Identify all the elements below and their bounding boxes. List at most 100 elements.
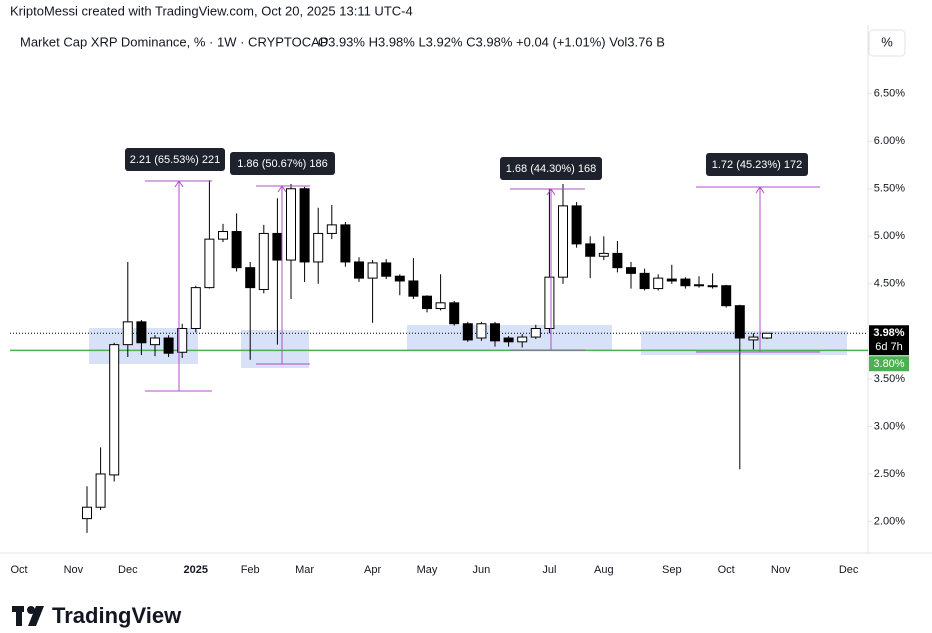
candle-body — [598, 252, 609, 257]
candle-body — [544, 276, 555, 330]
x-tick-label: 2025 — [184, 564, 208, 576]
logo-mark — [28, 606, 44, 626]
measure-label: 1.72 (45.23%) 172 — [712, 159, 803, 171]
candle-body — [530, 328, 541, 338]
candle-body — [503, 337, 514, 343]
x-tick-label: Jul — [542, 564, 556, 576]
candle-body — [734, 305, 745, 339]
candle-body — [245, 267, 256, 289]
x-tick-label: Oct — [10, 564, 27, 576]
candle-body — [150, 337, 160, 346]
x-tick-label: Nov — [64, 564, 84, 576]
x-tick-label: Mar — [295, 564, 314, 576]
candle-body — [612, 252, 623, 269]
x-tick-label: Oct — [718, 564, 735, 576]
candle-body — [408, 280, 419, 297]
candle-body — [626, 267, 636, 274]
logo-mark — [27, 606, 35, 614]
scale-button[interactable] — [868, 29, 906, 57]
x-tick-label: Feb — [241, 564, 260, 576]
y-tick-label: 6.00% — [874, 135, 905, 147]
y-tick-label: 3.00% — [874, 420, 905, 432]
candle-body — [476, 323, 487, 339]
candle-body — [258, 232, 269, 291]
candle-body — [163, 337, 174, 354]
x-tick-label: Aug — [594, 564, 614, 576]
x-tick-label: Apr — [364, 564, 381, 576]
candle-body — [435, 302, 446, 310]
y-tick-label: 5.50% — [874, 183, 905, 195]
candle-body — [82, 506, 92, 520]
candle-body — [394, 275, 405, 282]
candle-body — [218, 231, 228, 240]
candle-body — [299, 188, 310, 263]
y-tick-label: 5.00% — [874, 230, 905, 242]
measure-arrowhead — [174, 180, 184, 188]
candle-body — [571, 205, 582, 245]
zone — [407, 325, 612, 350]
countdown: 6d 7h — [875, 341, 903, 353]
candle-body — [748, 336, 759, 341]
logo-mark — [16, 606, 22, 626]
measure-box — [706, 153, 808, 176]
measure-arrowhead — [277, 185, 287, 193]
credit: KriptoMessi created with TradingView.com… — [10, 3, 413, 18]
x-tick-label: Sep — [662, 564, 682, 576]
candle-body — [177, 328, 188, 353]
logo-text: TradingView — [52, 603, 182, 628]
measure-label: 1.86 (50.67%) 186 — [237, 158, 328, 170]
candle-body — [558, 205, 568, 278]
candle-body — [190, 287, 201, 330]
candle-body — [694, 284, 704, 287]
candle-body — [272, 232, 283, 261]
candle-body — [326, 224, 337, 234]
candle-body — [585, 243, 596, 257]
candle-body — [109, 344, 120, 476]
measure-box — [125, 148, 225, 171]
measure-arrowhead — [755, 186, 765, 194]
ohlc-readout: O3.93% H3.98% L3.92% C3.98% +0.04 (+1.01… — [318, 34, 665, 49]
x-tick-label: Nov — [771, 564, 791, 576]
y-tick-label: 3.50% — [874, 373, 905, 385]
y-tick-label: 4.50% — [874, 278, 905, 290]
candle-body — [313, 232, 324, 263]
zone — [241, 330, 309, 368]
candle-body — [354, 261, 364, 279]
price-label: 3.98% — [873, 327, 904, 339]
measure-label: 2.21 (65.53%) 221 — [130, 154, 221, 166]
candle-body — [367, 262, 378, 279]
logo — [12, 606, 44, 626]
candle-body — [449, 302, 460, 325]
measure-box — [230, 152, 335, 175]
scale-button-label[interactable]: % — [881, 34, 893, 49]
candle-body — [136, 321, 147, 344]
measure-box — [500, 157, 602, 180]
y-tick-label: 6.50% — [874, 88, 905, 100]
candle-body — [340, 224, 351, 263]
price-label-box — [869, 325, 909, 356]
price-label-box — [869, 356, 909, 372]
candle-body — [721, 285, 732, 307]
candle-body — [381, 262, 392, 277]
x-tick-label: Jun — [473, 564, 491, 576]
chart-title: Market Cap XRP Dominance, % · 1W · CRYPT… — [20, 34, 328, 49]
measure-label: 1.68 (44.30%) 168 — [506, 163, 597, 175]
x-tick-label: Dec — [118, 564, 138, 576]
candle-body — [231, 231, 242, 269]
candle-body — [204, 238, 215, 289]
candle-body — [462, 323, 473, 341]
candle-body — [286, 188, 296, 261]
y-tick-label: 2.00% — [874, 515, 905, 527]
candle-body — [122, 321, 133, 346]
x-tick-label: Dec — [839, 564, 859, 576]
candle-body — [639, 272, 650, 290]
candle-body — [666, 278, 677, 282]
candle-body — [680, 278, 691, 287]
candle-body — [95, 473, 106, 508]
candle-body — [490, 323, 500, 342]
candle-body — [762, 332, 772, 339]
y-tick-label: 2.50% — [874, 468, 905, 480]
price-label: 3.80% — [873, 358, 904, 370]
candle-body — [707, 285, 718, 288]
